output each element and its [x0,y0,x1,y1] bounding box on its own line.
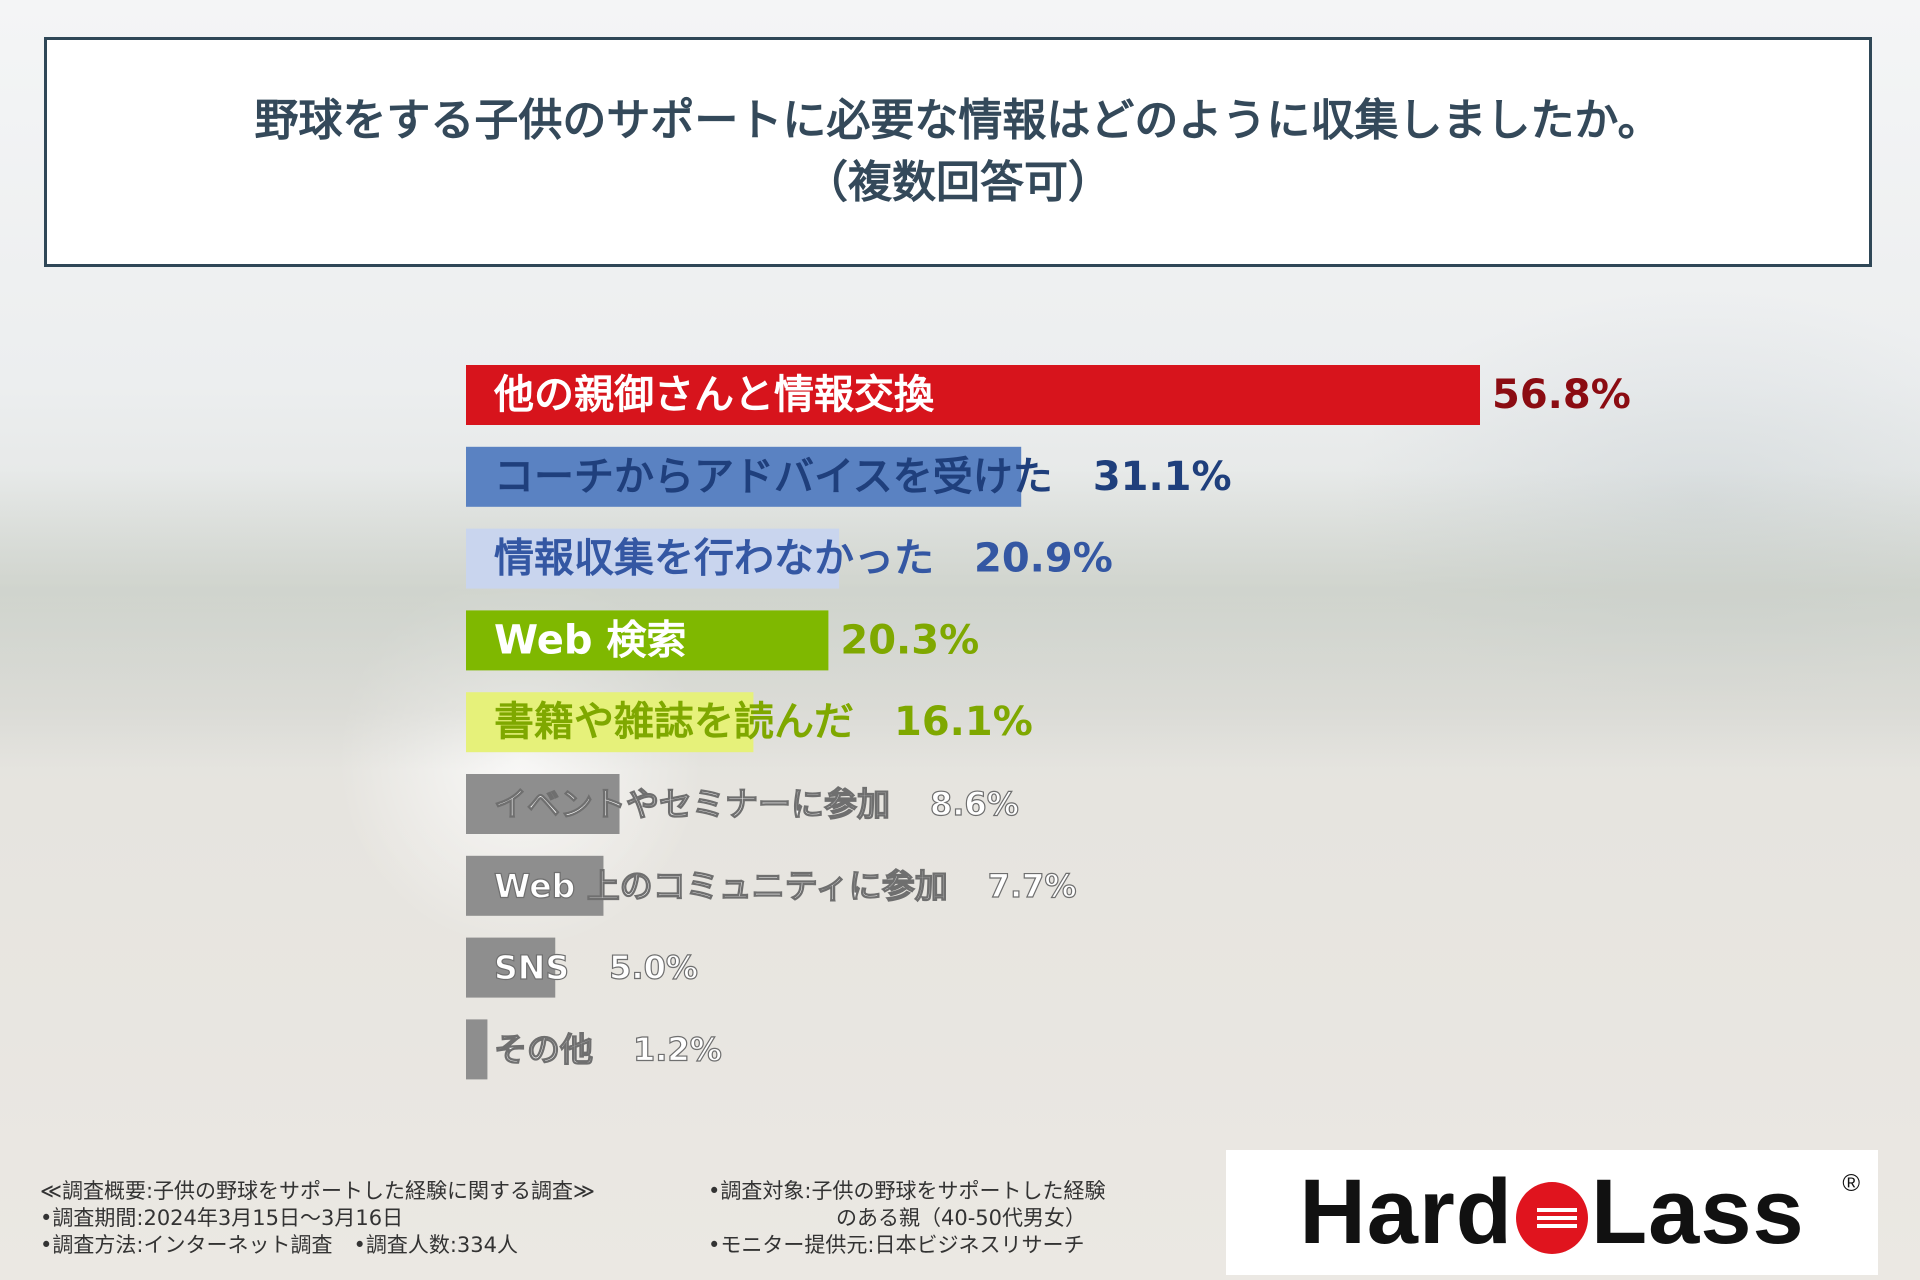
bar [466,692,754,753]
logo-text-lass: Lass [1590,1161,1805,1263]
survey-overview: ≪調査概要:子供の野球をサポートした経験に関する調査≫ [40,1179,596,1203]
survey-period: •調査期間:2024年3月15日～3月16日 [40,1206,404,1230]
survey-info-right: •調査対象:子供の野球をサポートした経験 のある親（40-50代男女） •モニタ… [708,1178,1105,1259]
logo-text-hard: Hard [1299,1161,1513,1263]
bar-category-label: Web 検索 [494,617,686,663]
survey-info-left: ≪調査概要:子供の野球をサポートした経験に関する調査≫ •調査期間:2024年3… [40,1178,595,1259]
survey-method: •調査方法:インターネット調査 •調査人数:334人 [40,1233,519,1257]
bar-value-label: 20.3% [840,617,979,663]
bar-category-label: コーチからアドバイスを受けた [494,454,1053,500]
bar-value-label: 16.1% [894,699,1033,745]
background-trees [0,470,1920,770]
survey-monitor: •モニター提供元:日本ビジネスリサーチ [708,1233,1085,1257]
bar-value-label: 5.0% [609,949,698,987]
survey-target: •調査対象:子供の野球をサポートした経験 [708,1179,1106,1203]
chart-subtitle: （複数回答可） [804,157,1112,208]
bar [466,1019,488,1080]
bar-category-label: SNS [494,948,569,987]
chart-title: 野球をする子供のサポートに必要な情報はどのように収集しましたか。 [254,95,1662,146]
bar-value-label: 8.6% [930,785,1019,823]
bar [466,528,840,589]
bar-value-label: 56.8% [1492,372,1631,418]
bar [466,937,556,998]
bar-value-label: 7.7% [988,867,1077,905]
bar [466,610,829,671]
bar [466,446,1022,507]
bar-category-label: 書籍や雑誌を読んだ [494,699,854,745]
bar-category-label: イベントやセミナーに参加 [494,785,890,824]
bar [466,365,1480,425]
logo-red-ball-icon [1515,1181,1588,1254]
bar-value-label: 1.2% [633,1030,722,1068]
bar-category-label: 他の親御さんと情報交換 [493,372,935,418]
bar-value-label: 31.1% [1093,454,1232,500]
bar-chart: 他の親御さんと情報交換 56.8% コーチからアドバイスを受けた 31.1% 情報収集を… [466,365,1631,1080]
bar-category-label: Web 上のコミュニティに参加 [494,866,948,905]
survey-target-cont: のある親（40-50代男女） [836,1206,1087,1230]
bar-value-label: 20.9% [974,536,1113,582]
bar-category-label: その他 [494,1030,593,1069]
bar [466,774,620,834]
hardlass-logo: Hard Lass ® [1226,1150,1878,1275]
registered-mark: ® [1842,1170,1860,1197]
bar [466,855,604,916]
title-box: 野球をする子供のサポートに必要な情報はどのように収集しましたか。 （複数回答可） [44,37,1872,267]
bar-category-label: 情報収集を行わなかった [494,536,934,582]
